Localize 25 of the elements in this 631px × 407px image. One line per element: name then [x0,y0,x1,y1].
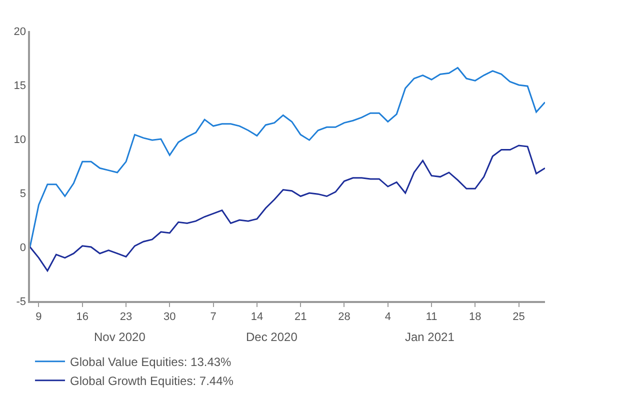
y-tick-label: 10 [14,134,26,146]
y-tick-label: -5 [16,296,26,308]
x-tick-label: 23 [120,310,132,323]
x-tick-label: 25 [512,310,525,323]
line-series [30,144,545,272]
x-tick-label: 7 [210,310,216,323]
x-tick-label: 28 [338,310,350,323]
x-tick-label: 14 [250,310,264,323]
x-tick-label: 4 [384,310,391,323]
legend-label: Global Value Equities: 13.43% [70,355,232,370]
text: Dec 2020 [246,330,298,344]
x-tick-label: 9 [36,310,42,323]
x-tick-label: 21 [294,310,307,323]
text: Jan 2021 [405,330,455,344]
text: Nov 2020 [94,330,146,344]
y-tick-label: 20 [14,26,26,38]
x-tick-label: 18 [469,310,482,323]
legend-label: Global Growth Equities: 7.44% [70,374,234,388]
y-tick-label: 5 [20,188,26,200]
line-series [30,66,545,248]
y-tick-label: 15 [14,80,26,92]
x-tick-label: 16 [76,310,88,323]
x-tick-label: 30 [164,310,176,323]
y-tick-label: 0 [20,242,26,254]
x-tick-label: 11 [426,310,438,323]
